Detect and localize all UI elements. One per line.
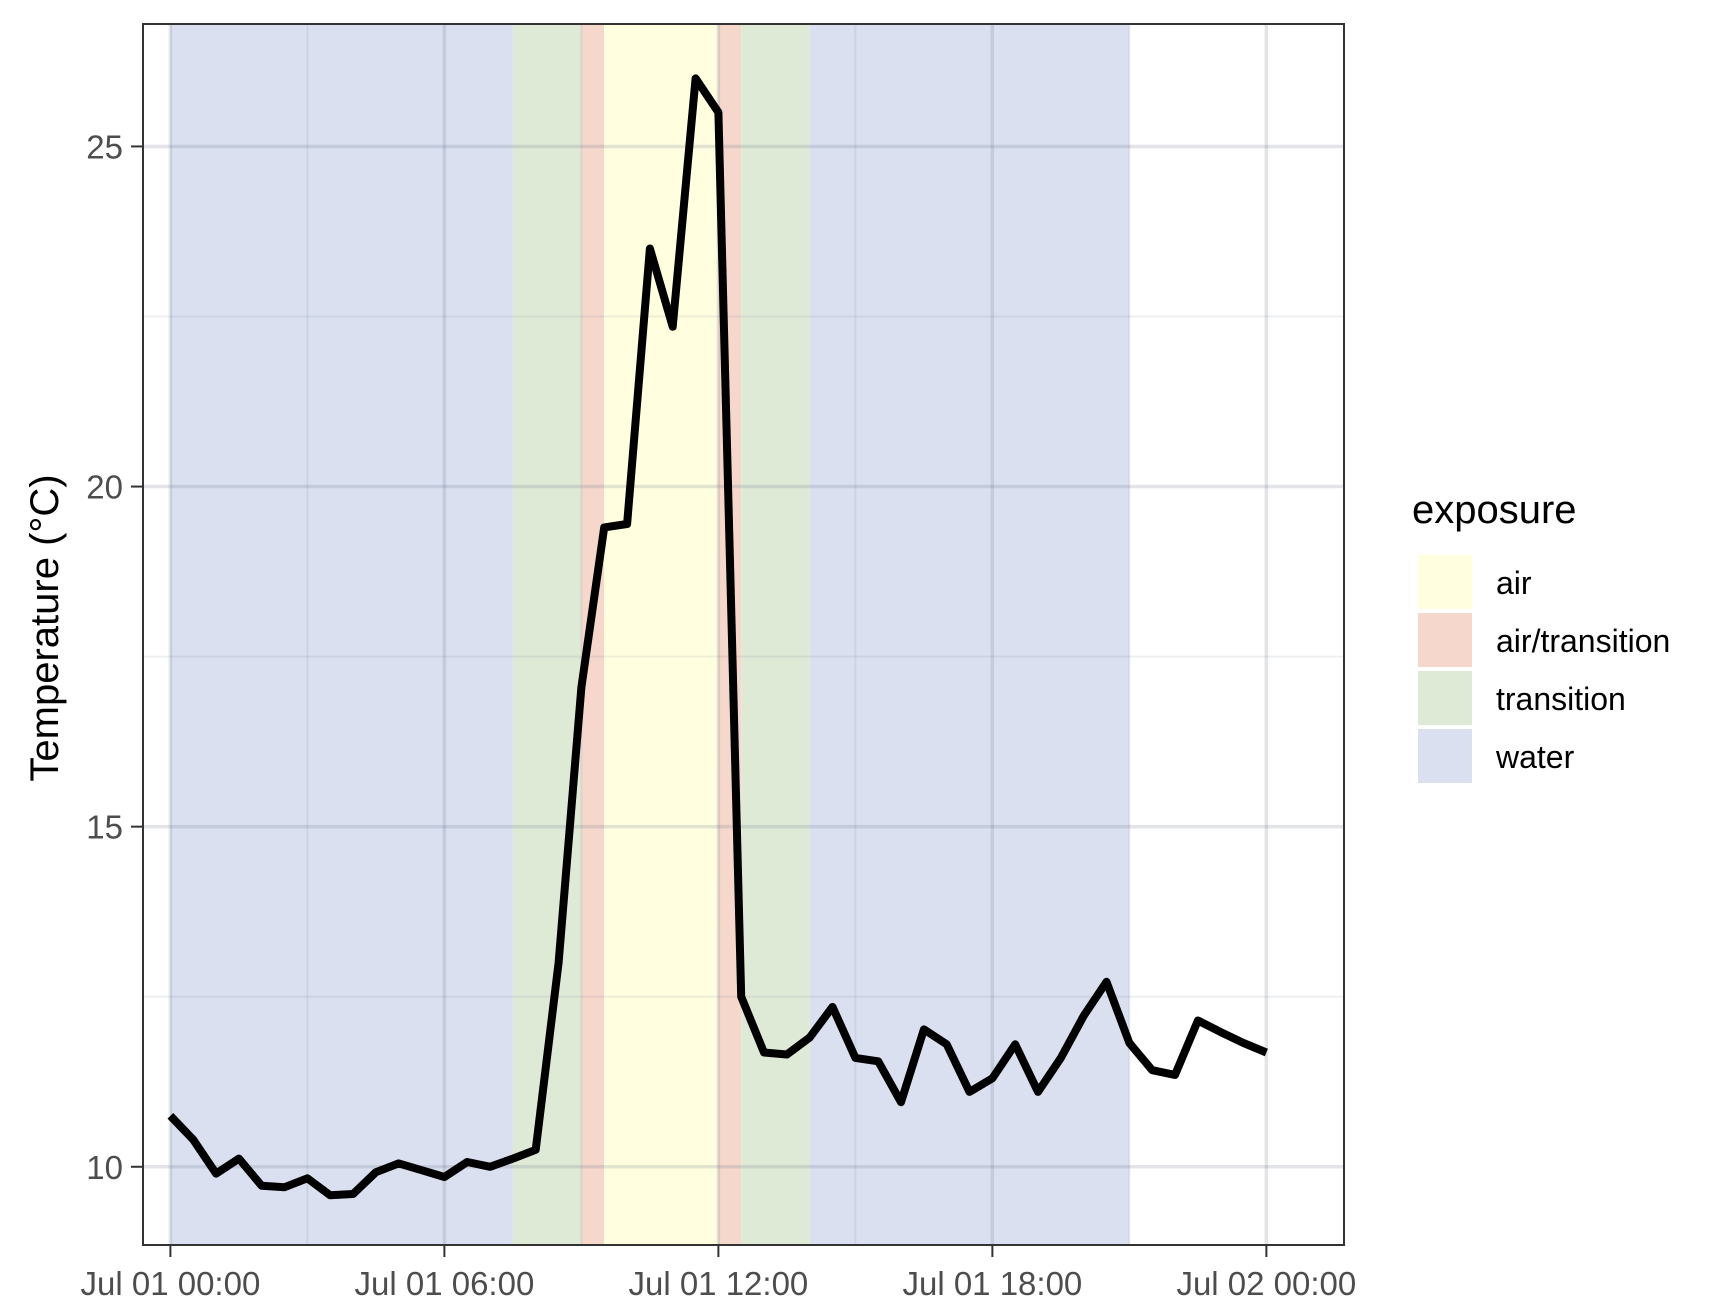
x-tick-label: Jul 01 00:00	[80, 1265, 260, 1302]
legend-label-transition: transition	[1496, 681, 1626, 717]
legend: air air/transition transition water	[1418, 555, 1670, 783]
y-tick-label: 15	[86, 809, 123, 846]
gridlines	[143, 24, 1344, 1245]
band-air	[604, 24, 719, 1245]
legend-swatch-air	[1418, 555, 1472, 609]
y-axis: 10 15 20 25	[86, 128, 143, 1186]
x-tick-label: Jul 01 18:00	[902, 1265, 1082, 1302]
x-tick-label: Jul 02 00:00	[1176, 1265, 1356, 1302]
plot-panel-border	[142, 23, 1345, 1246]
legend-label-air-transition: air/transition	[1496, 623, 1670, 659]
legend-swatch-air-transition	[1418, 613, 1472, 667]
y-tick-label: 10	[86, 1149, 123, 1186]
y-tick-label: 25	[86, 128, 123, 165]
x-axis: Jul 01 00:00 Jul 01 06:00 Jul 01 12:00 Jul …	[80, 1245, 1356, 1302]
x-tick-label: Jul 01 06:00	[354, 1265, 534, 1302]
legend-label-air: air	[1496, 565, 1532, 601]
band-water	[809, 24, 1130, 1245]
legend-swatch-water	[1418, 729, 1472, 783]
legend-swatch-transition	[1418, 671, 1472, 725]
y-axis-title: Temperature (°C)	[23, 474, 67, 781]
y-tick-label: 20	[86, 469, 123, 506]
temperature-line	[167, 74, 1268, 1200]
band-transition	[741, 24, 810, 1245]
legend-label-water: water	[1495, 739, 1575, 775]
legend-title: exposure	[1412, 488, 1577, 532]
band-water	[170, 24, 513, 1245]
temperature-series	[167, 74, 1268, 1200]
exposure-bands	[170, 24, 1130, 1245]
x-tick-label: Jul 01 12:00	[628, 1265, 808, 1302]
